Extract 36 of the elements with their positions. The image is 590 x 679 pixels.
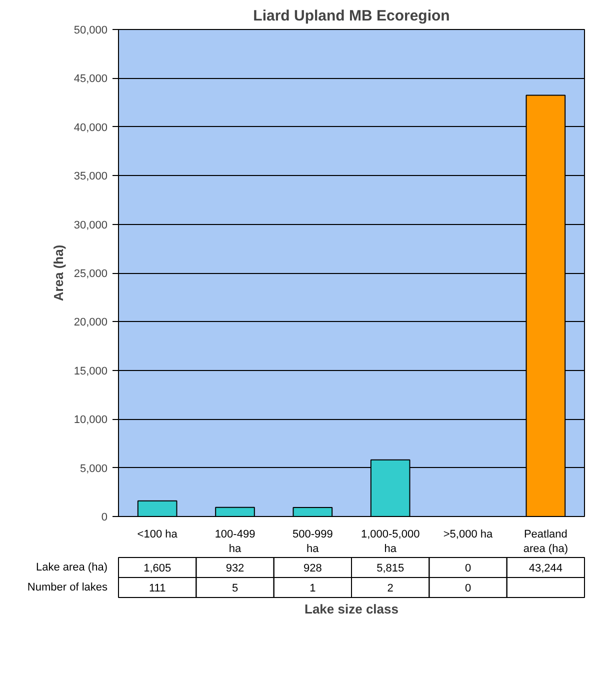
- y-tick-label: 15,000: [74, 365, 108, 378]
- text: 0: [464, 562, 472, 574]
- text: 928: [303, 562, 322, 574]
- x-axis-title: Lake size class: [304, 602, 398, 616]
- x-tick-label: <100 ha: [137, 528, 178, 540]
- y-tick-label: 30,000: [74, 219, 108, 232]
- y-tick-label: 20,000: [74, 316, 108, 329]
- text: Lake area (ha): [36, 562, 108, 574]
- text: 1,605: [144, 562, 172, 574]
- y-tick-label: 40,000: [74, 122, 108, 134]
- x-tick-label: 100-499 ha: [214, 528, 256, 555]
- y-tick-label: 45,000: [74, 73, 108, 86]
- x-tick-label: >5,000 ha: [443, 528, 494, 540]
- bar: [292, 506, 333, 516]
- y-tick-label: 25,000: [74, 268, 108, 280]
- text: 0: [464, 582, 472, 594]
- chart-title: Liard Upland MB Ecoregion: [253, 8, 450, 24]
- text: 2: [387, 582, 394, 594]
- y-tick-label: 35,000: [74, 170, 108, 183]
- y-tick-label: 5,000: [80, 462, 108, 475]
- text: 5: [232, 582, 238, 594]
- text: 111: [148, 582, 166, 594]
- text: Number of lakes: [27, 582, 108, 594]
- y-axis-title: Area (ha): [50, 244, 66, 302]
- text: 932: [226, 562, 244, 574]
- bar: [215, 506, 255, 516]
- x-tick-label: 500-999 ha: [292, 528, 333, 555]
- y-tick-label: 10,000: [74, 414, 108, 426]
- y-tick-label: 0: [101, 512, 108, 524]
- x-tick-label: Peatland area (ha): [523, 528, 568, 555]
- y-tick-label: 50,000: [74, 24, 108, 36]
- x-tick-label: 1,000-5,000 ha: [360, 528, 420, 555]
- text: 43,244: [528, 562, 562, 574]
- text: 1: [310, 582, 316, 594]
- bar: [137, 500, 178, 516]
- text: 5,815: [376, 562, 404, 574]
